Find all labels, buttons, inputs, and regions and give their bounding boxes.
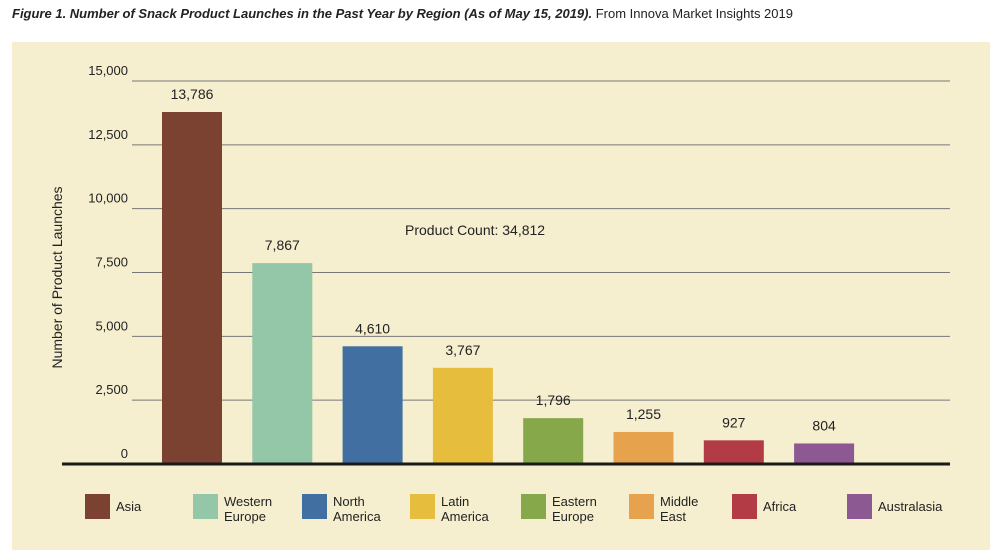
bar-africa bbox=[703, 440, 764, 464]
data-label: 7,867 bbox=[265, 237, 300, 253]
legend-swatch bbox=[521, 494, 546, 519]
legend-label: Middle East bbox=[660, 494, 699, 524]
y-tick-label: 7,500 bbox=[95, 255, 128, 270]
legend-label: Eastern Europe bbox=[552, 494, 597, 524]
bar-asia bbox=[162, 111, 222, 464]
legend-label: Asia bbox=[116, 499, 142, 514]
legend-item: Latin America bbox=[410, 494, 489, 524]
legend-label: Africa bbox=[763, 499, 797, 514]
data-label: 4,610 bbox=[355, 320, 390, 336]
figure-title: Figure 1. Number of Snack Product Launch… bbox=[12, 6, 593, 21]
data-label: 927 bbox=[722, 414, 746, 430]
data-label: 3,767 bbox=[445, 342, 480, 358]
bar-eastern-europe bbox=[523, 418, 584, 464]
legend-swatch bbox=[410, 494, 435, 519]
legend-swatch bbox=[629, 494, 654, 519]
data-label: 1,255 bbox=[626, 406, 661, 422]
legend-swatch bbox=[847, 494, 872, 519]
legend-swatch bbox=[193, 494, 218, 519]
chart-legend: Asia Western Europe North America Latin Ame… bbox=[12, 490, 990, 550]
legend-item: Eastern Europe bbox=[521, 494, 597, 524]
legend-item: Africa bbox=[732, 494, 796, 519]
legend-item: Asia bbox=[85, 494, 141, 519]
bar-chart: 0 2,500 5,000 7,500 10,000 12,500 15,000 Number… bbox=[49, 63, 950, 466]
data-label: 804 bbox=[812, 417, 836, 433]
y-tick-label: 15,000 bbox=[88, 63, 128, 78]
legend-item: Western Europe bbox=[193, 494, 272, 524]
legend-label: North America bbox=[333, 494, 381, 524]
bar-western-europe bbox=[252, 263, 313, 464]
legend-item: Australasia bbox=[847, 494, 942, 519]
legend-swatch bbox=[302, 494, 327, 519]
y-tick-label: 0 bbox=[121, 446, 128, 461]
y-tick-label: 12,500 bbox=[88, 127, 128, 142]
bar-middle-east bbox=[613, 431, 674, 464]
figure-caption: Figure 1. Number of Snack Product Launch… bbox=[12, 6, 793, 21]
legend-label: Western Europe bbox=[224, 494, 273, 524]
bar-latin-america bbox=[432, 367, 493, 464]
chart-panel: 0 2,500 5,000 7,500 10,000 12,500 15,000 Number… bbox=[12, 42, 990, 550]
legend-label: Australasia bbox=[878, 499, 943, 514]
bar-north-america bbox=[342, 346, 403, 464]
data-label: 1,796 bbox=[536, 392, 571, 408]
bar-australasia bbox=[794, 443, 855, 464]
y-tick-label: 10,000 bbox=[88, 191, 128, 206]
y-tick-label: 5,000 bbox=[95, 318, 128, 333]
y-tick-label: 2,500 bbox=[95, 382, 128, 397]
legend-item: North America bbox=[302, 494, 381, 524]
figure-source: From Innova Market Insights 2019 bbox=[592, 6, 793, 21]
y-axis-title: Number of Product Launches bbox=[49, 186, 65, 368]
legend-swatch bbox=[732, 494, 757, 519]
legend-label: Latin America bbox=[441, 494, 489, 524]
product-count-annotation: Product Count: 34,812 bbox=[405, 222, 545, 238]
data-label: 13,786 bbox=[171, 86, 214, 102]
legend-swatch bbox=[85, 494, 110, 519]
legend-item: Middle East bbox=[629, 494, 698, 524]
